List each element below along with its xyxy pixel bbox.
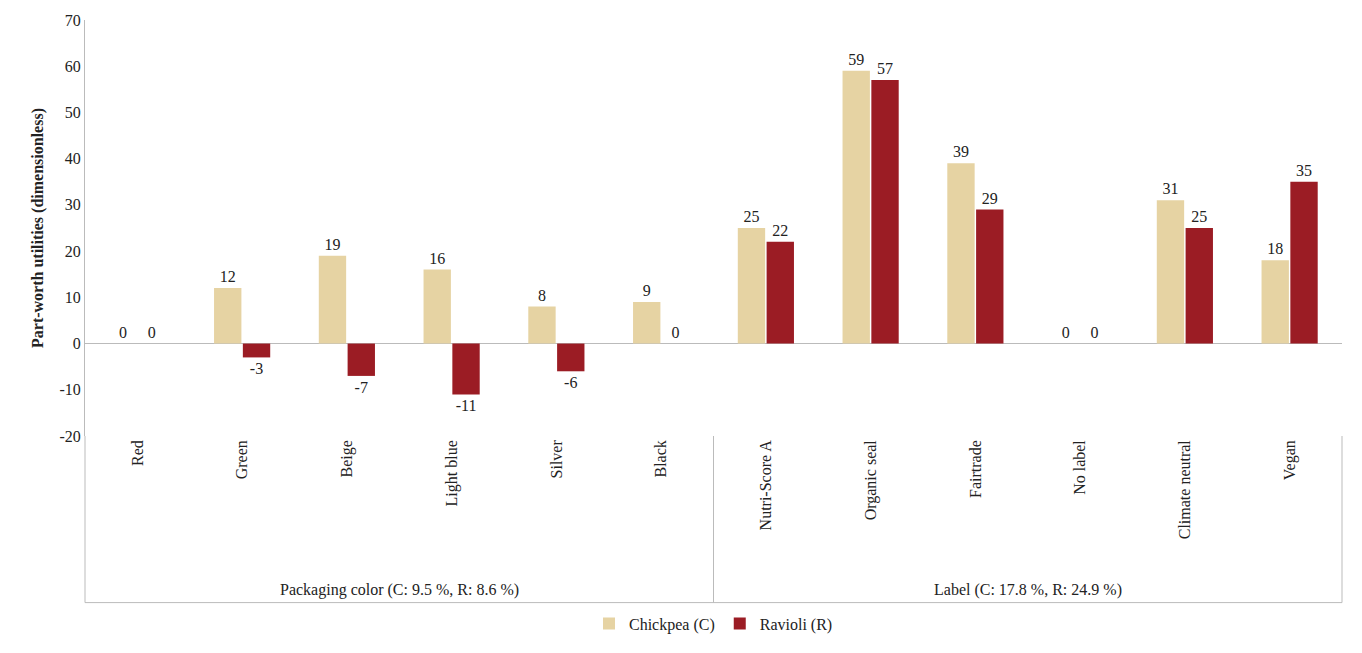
svg-text:25: 25	[1191, 208, 1207, 225]
svg-text:Part-worth utilities (dimensio: Part-worth utilities (dimensionless)	[29, 108, 47, 348]
svg-text:-3: -3	[250, 360, 263, 377]
svg-text:Label (C: 17.8 %, R: 24.9 %): Label (C: 17.8 %, R: 24.9 %)	[934, 581, 1122, 599]
svg-text:50: 50	[65, 104, 81, 121]
svg-text:30: 30	[65, 196, 81, 213]
svg-text:0: 0	[119, 324, 127, 341]
svg-text:-11: -11	[456, 397, 477, 414]
svg-text:0: 0	[148, 324, 156, 341]
svg-text:-6: -6	[564, 374, 577, 391]
svg-text:9: 9	[643, 282, 651, 299]
svg-text:Silver: Silver	[548, 440, 565, 479]
svg-text:31: 31	[1162, 180, 1178, 197]
svg-text:0: 0	[73, 335, 81, 352]
svg-text:0: 0	[672, 324, 680, 341]
svg-text:Light blue: Light blue	[443, 440, 461, 506]
svg-text:-10: -10	[59, 381, 80, 398]
svg-text:10: 10	[65, 289, 81, 306]
svg-text:No label: No label	[1071, 440, 1088, 495]
svg-text:Vegan: Vegan	[1281, 440, 1299, 480]
svg-text:Green: Green	[233, 440, 250, 479]
svg-text:70: 70	[65, 12, 81, 29]
svg-text:Beige: Beige	[338, 440, 356, 477]
svg-text:Ravioli (R): Ravioli (R)	[760, 616, 832, 634]
svg-text:0: 0	[1091, 324, 1099, 341]
svg-text:39: 39	[953, 143, 969, 160]
svg-text:29: 29	[982, 190, 998, 207]
svg-text:Organic seal: Organic seal	[862, 440, 880, 521]
svg-text:-20: -20	[59, 428, 80, 445]
svg-text:Fairtrade: Fairtrade	[967, 440, 984, 498]
svg-text:19: 19	[324, 236, 340, 253]
svg-text:8: 8	[538, 287, 546, 304]
svg-text:Climate neutral: Climate neutral	[1176, 440, 1193, 540]
svg-text:Chickpea (C): Chickpea (C)	[629, 616, 715, 634]
svg-text:Red: Red	[129, 440, 146, 466]
svg-text:25: 25	[743, 208, 759, 225]
svg-text:22: 22	[772, 222, 788, 239]
svg-text:20: 20	[65, 243, 81, 260]
svg-text:Black: Black	[652, 440, 669, 477]
svg-text:57: 57	[877, 60, 893, 77]
svg-text:-7: -7	[355, 379, 368, 396]
svg-text:12: 12	[220, 268, 236, 285]
svg-text:0: 0	[1062, 324, 1070, 341]
svg-text:40: 40	[65, 150, 81, 167]
svg-text:60: 60	[65, 58, 81, 75]
svg-text:18: 18	[1267, 240, 1283, 257]
svg-text:59: 59	[848, 51, 864, 68]
svg-text:Nutri-Score A: Nutri-Score A	[757, 440, 774, 531]
svg-text:16: 16	[429, 250, 445, 267]
svg-text:Packaging color (C: 9.5 %, R:: Packaging color (C: 9.5 %, R: 8.6 %)	[280, 581, 519, 599]
svg-text:35: 35	[1296, 162, 1312, 179]
